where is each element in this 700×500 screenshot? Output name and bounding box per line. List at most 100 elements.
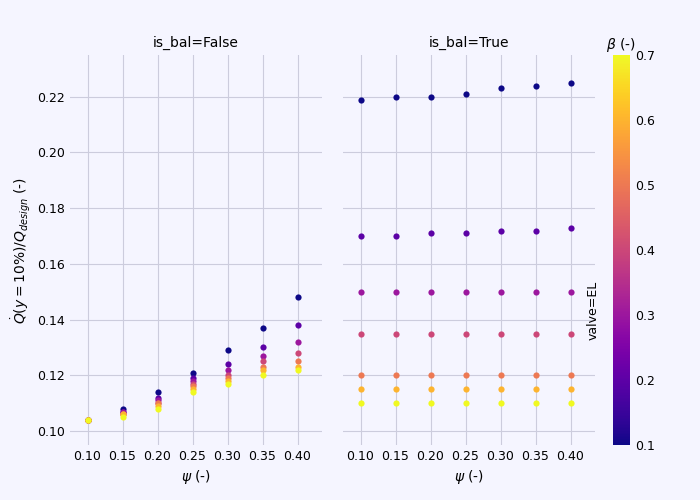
Point	[187, 388, 198, 396]
Point	[390, 232, 401, 240]
Point	[495, 372, 506, 380]
Point	[390, 386, 401, 394]
Point	[355, 330, 366, 338]
Point	[530, 372, 541, 380]
Point	[187, 380, 198, 388]
Point	[222, 360, 233, 368]
Point	[187, 382, 198, 390]
Point	[222, 372, 233, 380]
Point	[425, 330, 436, 338]
Point	[390, 372, 401, 380]
Point	[355, 288, 366, 296]
Point	[495, 226, 506, 234]
Point	[257, 366, 268, 374]
Point	[222, 377, 233, 385]
Point	[82, 416, 93, 424]
Point	[292, 349, 303, 357]
X-axis label: $\psi$ (-): $\psi$ (-)	[181, 468, 211, 486]
Point	[152, 399, 163, 407]
Point	[460, 372, 471, 380]
Point	[292, 338, 303, 346]
Point	[257, 324, 268, 332]
Point	[187, 368, 198, 376]
Point	[82, 416, 93, 424]
Title: is_bal=False: is_bal=False	[153, 36, 239, 50]
Point	[565, 386, 576, 394]
Point	[257, 352, 268, 360]
Point	[292, 321, 303, 329]
Point	[530, 330, 541, 338]
Point	[355, 96, 366, 104]
Point	[82, 416, 93, 424]
Point	[530, 399, 541, 407]
Point	[292, 294, 303, 302]
Point	[460, 330, 471, 338]
Point	[257, 344, 268, 351]
Point	[152, 394, 163, 402]
Point	[117, 413, 128, 421]
Point	[117, 408, 128, 416]
Text: valve=EL: valve=EL	[587, 280, 599, 340]
Title: $\beta$ (-): $\beta$ (-)	[606, 36, 636, 54]
Point	[82, 416, 93, 424]
Point	[292, 358, 303, 366]
Point	[257, 372, 268, 380]
Point	[565, 330, 576, 338]
Point	[425, 93, 436, 101]
Point	[355, 372, 366, 380]
Point	[495, 330, 506, 338]
Point	[222, 374, 233, 382]
Point	[495, 386, 506, 394]
Point	[530, 226, 541, 234]
Point	[152, 396, 163, 404]
Title: is_bal=True: is_bal=True	[428, 36, 510, 50]
Point	[390, 93, 401, 101]
Point	[530, 288, 541, 296]
Point	[292, 366, 303, 374]
Point	[152, 399, 163, 407]
Point	[425, 372, 436, 380]
Point	[495, 84, 506, 92]
Point	[565, 399, 576, 407]
Point	[222, 346, 233, 354]
Point	[117, 405, 128, 413]
Point	[495, 399, 506, 407]
Point	[222, 380, 233, 388]
Point	[222, 366, 233, 374]
Point	[390, 288, 401, 296]
Point	[187, 374, 198, 382]
Point	[460, 399, 471, 407]
Y-axis label: $\dot{Q}(y=10\%)/Q_{design}$ (-): $\dot{Q}(y=10\%)/Q_{design}$ (-)	[8, 176, 32, 324]
Point	[425, 230, 436, 237]
Point	[187, 377, 198, 385]
Point	[257, 363, 268, 371]
Point	[565, 288, 576, 296]
Point	[530, 386, 541, 394]
Point	[355, 386, 366, 394]
Point	[460, 90, 471, 98]
Point	[152, 388, 163, 396]
Point	[390, 399, 401, 407]
Point	[460, 386, 471, 394]
Point	[152, 405, 163, 413]
Point	[425, 399, 436, 407]
Point	[460, 288, 471, 296]
Point	[565, 224, 576, 232]
Point	[355, 399, 366, 407]
Point	[117, 410, 128, 418]
Point	[390, 330, 401, 338]
Point	[460, 230, 471, 237]
Point	[82, 416, 93, 424]
Point	[495, 288, 506, 296]
Point	[530, 82, 541, 90]
Point	[292, 363, 303, 371]
Point	[565, 372, 576, 380]
Point	[425, 386, 436, 394]
Point	[187, 386, 198, 394]
Point	[117, 408, 128, 416]
Point	[565, 79, 576, 87]
Point	[257, 358, 268, 366]
Point	[152, 402, 163, 410]
Point	[82, 416, 93, 424]
Point	[117, 410, 128, 418]
